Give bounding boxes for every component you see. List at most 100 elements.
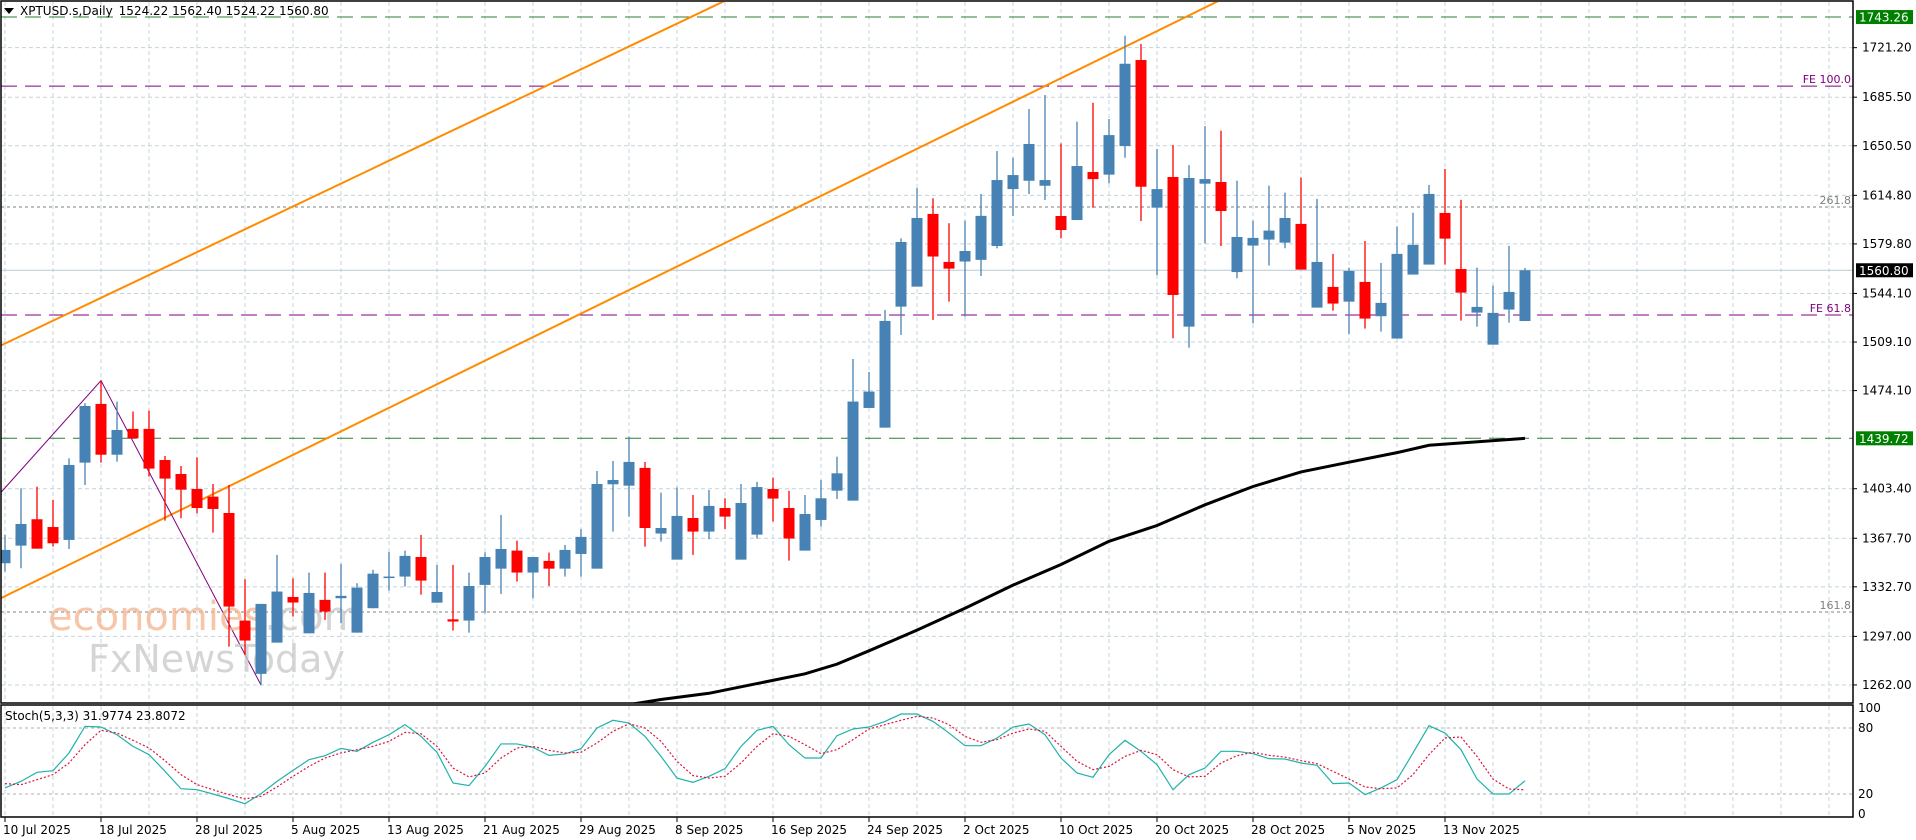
candle[interactable]	[447, 564, 459, 631]
candle[interactable]	[959, 220, 971, 317]
candle[interactable]	[111, 401, 123, 462]
candle[interactable]	[0, 534, 11, 572]
candle[interactable]	[815, 479, 827, 527]
candle[interactable]	[1087, 102, 1099, 208]
candle[interactable]	[1103, 118, 1115, 184]
candle[interactable]	[1407, 212, 1419, 275]
candle[interactable]	[847, 358, 859, 501]
candle[interactable]	[623, 436, 635, 517]
candle[interactable]	[927, 198, 939, 320]
candle[interactable]	[1487, 285, 1499, 345]
candle[interactable]	[1215, 130, 1227, 246]
candle[interactable]	[1279, 192, 1291, 249]
candle[interactable]	[1519, 268, 1531, 322]
channel-trendline[interactable]	[0, 0, 1916, 355]
candle[interactable]	[95, 380, 107, 463]
candle[interactable]	[687, 494, 699, 555]
candle[interactable]	[943, 223, 955, 302]
channel-trendline[interactable]	[0, 0, 1916, 608]
candle[interactable]	[175, 465, 187, 519]
candle[interactable]	[1039, 94, 1051, 201]
candle[interactable]	[703, 489, 715, 540]
candle[interactable]	[223, 484, 235, 647]
candle[interactable]	[655, 492, 667, 542]
candle[interactable]	[575, 528, 587, 577]
candle[interactable]	[63, 458, 75, 549]
candle[interactable]	[879, 309, 891, 428]
candle[interactable]	[1023, 109, 1035, 195]
candle[interactable]	[351, 583, 363, 633]
candle[interactable]	[1135, 44, 1147, 222]
candle[interactable]	[975, 193, 987, 276]
candle[interactable]	[1183, 165, 1195, 348]
candle[interactable]	[591, 470, 603, 569]
candle[interactable]	[1247, 220, 1259, 324]
candle[interactable]	[559, 544, 571, 577]
price-axis[interactable]: 1721.20 1685.50 1650.50 1614.80 1579.80 1544.…	[1853, 0, 1916, 840]
candle[interactable]	[159, 455, 171, 521]
candle[interactable]	[367, 569, 379, 609]
candle[interactable]	[47, 499, 59, 547]
candle[interactable]	[271, 554, 283, 643]
candle[interactable]	[127, 411, 139, 439]
candle[interactable]	[511, 540, 523, 582]
candle[interactable]	[767, 477, 779, 522]
candle[interactable]	[671, 487, 683, 560]
zigzag-line[interactable]	[0, 379, 262, 686]
candle[interactable]	[799, 494, 811, 551]
candle[interactable]	[527, 556, 539, 599]
candle[interactable]	[831, 456, 843, 499]
candle[interactable]	[335, 563, 347, 624]
candle[interactable]	[1231, 180, 1243, 279]
candle[interactable]	[895, 238, 907, 335]
candle[interactable]	[863, 371, 875, 408]
candle[interactable]	[383, 551, 395, 591]
candle[interactable]	[31, 486, 43, 549]
candle[interactable]	[415, 534, 427, 595]
candle[interactable]	[1295, 177, 1307, 270]
candle[interactable]	[303, 572, 315, 634]
candle[interactable]	[255, 603, 267, 685]
candle[interactable]	[751, 481, 763, 539]
candle[interactable]	[463, 572, 475, 633]
candle[interactable]	[991, 151, 1003, 249]
candle[interactable]	[1391, 226, 1403, 339]
candle[interactable]	[1199, 126, 1211, 244]
candle[interactable]	[719, 498, 731, 529]
candle[interactable]	[1007, 157, 1019, 217]
candle[interactable]	[1359, 240, 1371, 329]
candle[interactable]	[15, 488, 27, 569]
collapse-triangle-icon[interactable]	[4, 8, 14, 14]
candle[interactable]	[1263, 185, 1275, 266]
candle[interactable]	[783, 490, 795, 561]
candle[interactable]	[1071, 121, 1083, 221]
candle[interactable]	[1167, 145, 1179, 339]
candle[interactable]	[1503, 245, 1515, 323]
candle[interactable]	[479, 552, 491, 614]
time-axis[interactable]: 10 Jul 2025 18 Jul 2025 28 Jul 2025 5 Aug 2…	[3, 817, 1520, 837]
candle[interactable]	[1311, 198, 1323, 308]
candle[interactable]	[1327, 253, 1339, 311]
candle[interactable]	[607, 460, 619, 532]
candle[interactable]	[911, 188, 923, 287]
candle[interactable]	[1439, 168, 1451, 265]
candle[interactable]	[287, 578, 299, 617]
candle[interactable]	[239, 579, 251, 655]
candle[interactable]	[1119, 35, 1131, 158]
candle[interactable]	[1375, 262, 1387, 332]
candle[interactable]	[191, 457, 203, 514]
candle[interactable]	[1343, 267, 1355, 334]
candle[interactable]	[399, 550, 411, 587]
candle[interactable]	[543, 552, 555, 587]
candle[interactable]	[1455, 199, 1467, 321]
candle[interactable]	[1423, 184, 1435, 265]
candle[interactable]	[1471, 267, 1483, 327]
candle[interactable]	[639, 461, 651, 547]
candle[interactable]	[735, 483, 747, 560]
candle[interactable]	[143, 410, 155, 477]
candle[interactable]	[79, 403, 91, 485]
candle[interactable]	[319, 572, 331, 620]
moving-average-line[interactable]	[613, 436, 1526, 707]
candle[interactable]	[495, 514, 507, 594]
